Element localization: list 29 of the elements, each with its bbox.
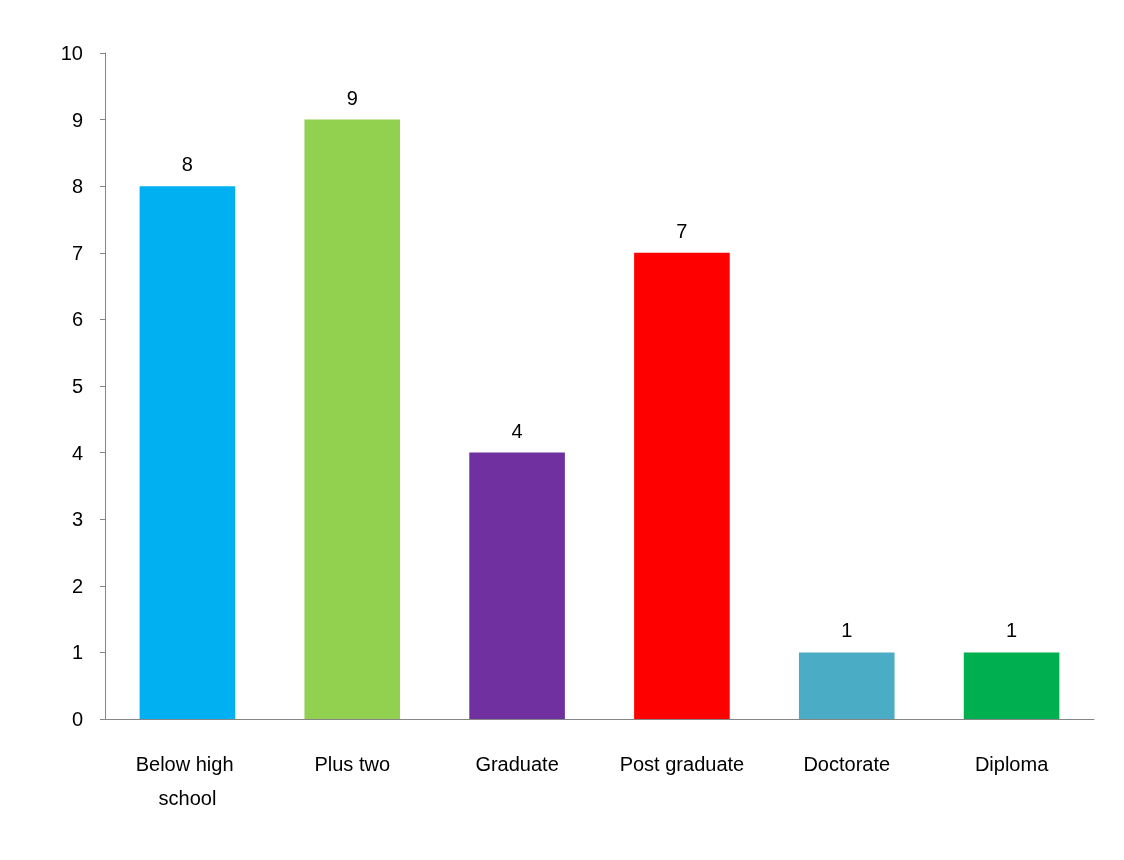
data-label: 1	[841, 619, 853, 642]
bar	[634, 252, 730, 719]
y-tick-label: 6	[71, 308, 83, 331]
x-tick-label: Graduate	[475, 753, 559, 775]
x-tick-label: Below high school	[135, 753, 240, 809]
x-tick-label: Post graduate	[619, 753, 745, 775]
data-label: 8	[181, 153, 193, 176]
data-label: 1	[1006, 619, 1018, 642]
y-tick-label: 2	[71, 574, 83, 597]
x-tick-label: Diploma	[974, 753, 1050, 775]
data-label: 9	[346, 86, 358, 109]
y-tick-label: 0	[71, 708, 83, 730]
data-label: 7	[676, 219, 688, 242]
x-tick-label: Doctorate	[803, 753, 891, 775]
y-tick-label: 4	[71, 441, 83, 464]
data-label: 4	[511, 419, 523, 442]
y-tick-label: 3	[71, 508, 83, 531]
bar	[469, 452, 565, 719]
y-tick-label: 1	[71, 641, 83, 664]
y-tick-label: 8	[71, 175, 83, 198]
bar	[963, 652, 1060, 719]
y-tick-label: 7	[71, 241, 83, 264]
x-tick-label: Plus two	[314, 753, 391, 775]
y-tick-label: 5	[71, 375, 83, 397]
y-tick-label: 9	[71, 108, 83, 131]
y-tick-label: 10	[60, 42, 83, 64]
bar	[304, 119, 401, 719]
bar	[798, 652, 895, 719]
bar	[139, 186, 236, 719]
